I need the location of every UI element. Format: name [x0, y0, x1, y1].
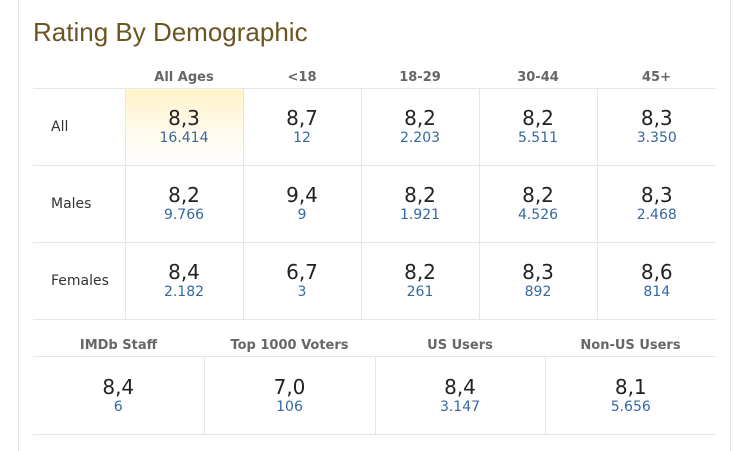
- rating-cell: 8,2 261: [360, 242, 479, 320]
- rating-value: 8,2: [404, 106, 436, 130]
- rating-value: 8,2: [168, 183, 200, 207]
- rating-cell: 8,2 9.766: [124, 165, 243, 243]
- rating-value: 8,2: [522, 183, 554, 207]
- rating-cell: 8,7 12: [242, 88, 361, 166]
- vote-count-link[interactable]: 2.182: [163, 284, 205, 300]
- row-label: Females: [33, 242, 125, 320]
- rating-value: 8,4: [444, 374, 476, 399]
- rating-value: 8,3: [522, 260, 554, 284]
- rating-value: 8,1: [614, 374, 647, 399]
- column-header: 45+: [597, 66, 716, 89]
- vote-count-link[interactable]: 2.203: [399, 130, 441, 146]
- column-header: Non-US Users: [545, 334, 716, 357]
- page-title: Rating By Demographic: [33, 17, 308, 47]
- vote-count-link[interactable]: 16.414: [159, 130, 209, 146]
- rating-value: 9,4: [286, 183, 318, 207]
- vote-count-link[interactable]: 5.656: [610, 398, 651, 415]
- vote-count-link[interactable]: 9: [297, 207, 307, 223]
- vote-count-link[interactable]: 3: [297, 284, 307, 300]
- vote-count-link[interactable]: 9.766: [163, 207, 205, 223]
- vote-count-link[interactable]: 1.921: [399, 207, 441, 223]
- vote-count-link[interactable]: 106: [276, 398, 303, 415]
- rating-value: 8,3: [640, 183, 673, 207]
- column-header: All Ages: [125, 66, 243, 89]
- column-header: US Users: [375, 334, 545, 357]
- column-header: IMDb Staff: [33, 334, 204, 357]
- rating-value: 8,2: [522, 106, 554, 130]
- vote-count-link[interactable]: 12: [293, 130, 311, 146]
- voter-group-table: IMDb Staff Top 1000 Voters US Users Non-…: [33, 334, 716, 435]
- demographic-header-row: All Ages <18 18-29 30-44 45+: [33, 66, 716, 89]
- rating-value: 6,7: [286, 260, 318, 284]
- column-header: 30-44: [479, 66, 597, 89]
- row-label: All: [33, 88, 125, 166]
- vote-count-link[interactable]: 5.511: [517, 130, 559, 146]
- rating-cell: 8,6 814: [596, 242, 716, 320]
- vote-count-link[interactable]: 3.350: [636, 130, 677, 146]
- vote-count-link[interactable]: 261: [406, 284, 434, 300]
- rating-cell: 8,4 6: [33, 356, 204, 435]
- rating-cell: 8,3 3.350: [596, 88, 716, 166]
- vote-count-link[interactable]: 4.526: [517, 207, 559, 223]
- rating-cell: 6,7 3: [242, 242, 361, 320]
- rating-value: 8,3: [168, 106, 200, 130]
- rating-demographic-panel: Rating By Demographic All Ages <18 18-29…: [18, 0, 731, 451]
- table-row: Females 8,4 2.182 6,7 3 8,2 261 8,3 892: [33, 242, 716, 320]
- rating-value: 8,2: [404, 260, 436, 284]
- rating-cell: 8,3 16.414: [124, 88, 243, 166]
- row-label: Males: [33, 165, 125, 243]
- column-header: 18-29: [361, 66, 479, 89]
- column-header: <18: [243, 66, 361, 89]
- vote-count-link[interactable]: 892: [524, 284, 552, 300]
- rating-value: 8,2: [404, 183, 436, 207]
- vote-count-link[interactable]: 2.468: [636, 207, 677, 223]
- rating-cell: 8,2 1.921: [360, 165, 479, 243]
- rating-value: 7,0: [273, 374, 306, 399]
- column-header: Top 1000 Voters: [204, 334, 375, 357]
- rating-value: 8,3: [640, 106, 673, 130]
- rating-cell: 8,4 2.182: [124, 242, 243, 320]
- rating-cell: 8,3 892: [478, 242, 597, 320]
- corner-header: [33, 66, 125, 89]
- vote-count-link[interactable]: 6: [113, 398, 123, 415]
- voter-group-header-row: IMDb Staff Top 1000 Voters US Users Non-…: [33, 334, 716, 357]
- rating-cell: 7,0 106: [203, 356, 375, 435]
- rating-cell: 8,1 5.656: [544, 356, 716, 435]
- vote-count-link[interactable]: 3.147: [439, 398, 481, 415]
- demographic-table: All Ages <18 18-29 30-44 45+ All 8,3 16.…: [33, 66, 716, 320]
- rating-value: 8,4: [102, 374, 135, 399]
- table-row: 8,4 6 7,0 106 8,4 3.147 8,1 5.656: [33, 356, 716, 435]
- table-row: All 8,3 16.414 8,7 12 8,2 2.203 8,2 5.51…: [33, 88, 716, 166]
- vote-count-link[interactable]: 814: [643, 284, 671, 300]
- rating-cell: 8,2 5.511: [478, 88, 597, 166]
- rating-cell: 9,4 9: [242, 165, 361, 243]
- rating-cell: 8,4 3.147: [374, 356, 545, 435]
- rating-cell: 8,2 4.526: [478, 165, 597, 243]
- rating-value: 8,4: [168, 260, 200, 284]
- rating-cell: 8,2 2.203: [360, 88, 479, 166]
- rating-value: 8,6: [640, 260, 673, 284]
- table-row: Males 8,2 9.766 9,4 9 8,2 1.921 8,2 4.52…: [33, 165, 716, 243]
- rating-cell: 8,3 2.468: [596, 165, 716, 243]
- rating-value: 8,7: [286, 106, 318, 130]
